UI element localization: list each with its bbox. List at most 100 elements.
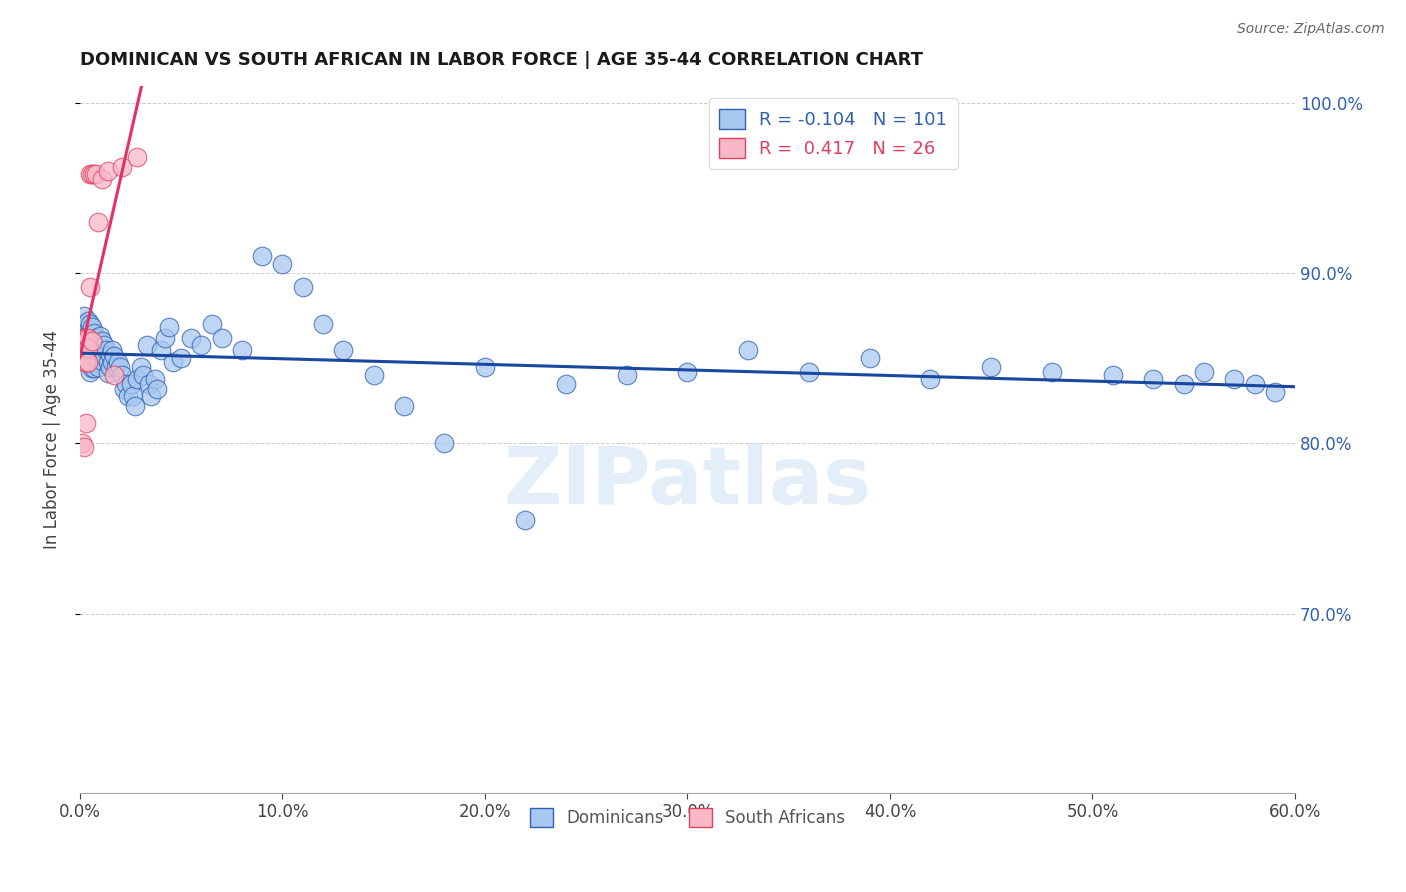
Point bbox=[73, 343, 96, 357]
Point bbox=[80, 320, 103, 334]
Point bbox=[115, 376, 138, 391]
Point bbox=[291, 279, 314, 293]
Point bbox=[97, 163, 120, 178]
Point bbox=[98, 359, 121, 374]
Point bbox=[107, 354, 129, 368]
Point bbox=[87, 348, 110, 362]
Point bbox=[91, 172, 114, 186]
Point bbox=[80, 348, 103, 362]
Point bbox=[231, 343, 253, 357]
Point bbox=[77, 313, 100, 327]
Point bbox=[121, 389, 143, 403]
Text: ZIPatlas: ZIPatlas bbox=[503, 442, 872, 521]
Point bbox=[79, 341, 101, 355]
Point bbox=[117, 389, 139, 403]
Point bbox=[91, 346, 114, 360]
Point bbox=[250, 249, 273, 263]
Point bbox=[190, 337, 212, 351]
Point bbox=[79, 317, 101, 331]
Point bbox=[87, 215, 110, 229]
Point bbox=[980, 359, 1002, 374]
Point bbox=[97, 354, 120, 368]
Point bbox=[77, 354, 100, 368]
Point bbox=[73, 351, 96, 366]
Point bbox=[75, 341, 97, 355]
Point bbox=[211, 331, 233, 345]
Point bbox=[105, 359, 128, 374]
Point bbox=[149, 343, 172, 357]
Point bbox=[84, 331, 107, 345]
Point bbox=[392, 399, 415, 413]
Point bbox=[111, 161, 134, 175]
Point bbox=[616, 368, 638, 383]
Point bbox=[77, 354, 100, 368]
Point bbox=[89, 329, 111, 343]
Point bbox=[112, 382, 135, 396]
Point bbox=[83, 337, 105, 351]
Point bbox=[1223, 371, 1246, 385]
Point bbox=[75, 354, 97, 368]
Point bbox=[271, 257, 294, 271]
Point bbox=[93, 337, 115, 351]
Point bbox=[131, 368, 153, 383]
Text: DOMINICAN VS SOUTH AFRICAN IN LABOR FORCE | AGE 35-44 CORRELATION CHART: DOMINICAN VS SOUTH AFRICAN IN LABOR FORC… bbox=[80, 51, 922, 69]
Point bbox=[162, 354, 184, 368]
Point bbox=[332, 343, 354, 357]
Point bbox=[153, 331, 176, 345]
Text: Source: ZipAtlas.com: Source: ZipAtlas.com bbox=[1237, 22, 1385, 37]
Point bbox=[75, 331, 97, 345]
Point bbox=[1243, 376, 1265, 391]
Point bbox=[129, 359, 152, 374]
Point bbox=[70, 320, 93, 334]
Point bbox=[79, 279, 101, 293]
Point bbox=[124, 399, 146, 413]
Point bbox=[75, 354, 97, 368]
Point bbox=[73, 337, 96, 351]
Legend: Dominicans, South Africans: Dominicans, South Africans bbox=[523, 802, 852, 834]
Point bbox=[920, 371, 942, 385]
Point bbox=[75, 416, 97, 430]
Point bbox=[1142, 371, 1164, 385]
Point bbox=[200, 317, 222, 331]
Point bbox=[138, 376, 160, 391]
Point bbox=[312, 317, 335, 331]
Point bbox=[75, 331, 97, 345]
Point bbox=[91, 334, 114, 348]
Point bbox=[83, 350, 105, 364]
Point bbox=[77, 341, 100, 355]
Point bbox=[676, 365, 699, 379]
Point bbox=[89, 341, 111, 355]
Point bbox=[103, 350, 125, 364]
Point bbox=[555, 376, 578, 391]
Point bbox=[79, 354, 101, 368]
Point bbox=[135, 337, 157, 351]
Point bbox=[73, 331, 96, 345]
Point bbox=[1040, 365, 1063, 379]
Point bbox=[80, 334, 103, 348]
Point bbox=[98, 348, 121, 362]
Point bbox=[143, 371, 166, 385]
Point bbox=[83, 167, 105, 181]
Point bbox=[101, 354, 124, 368]
Point bbox=[83, 361, 105, 376]
Point bbox=[79, 365, 101, 379]
Point bbox=[77, 327, 100, 342]
Point bbox=[737, 343, 759, 357]
Point bbox=[125, 371, 148, 385]
Point bbox=[103, 368, 125, 383]
Point bbox=[125, 150, 148, 164]
Point bbox=[87, 335, 110, 350]
Y-axis label: In Labor Force | Age 35-44: In Labor Force | Age 35-44 bbox=[44, 329, 60, 549]
Point bbox=[474, 359, 496, 374]
Point bbox=[80, 167, 103, 181]
Point bbox=[433, 436, 456, 450]
Point bbox=[120, 376, 142, 391]
Point bbox=[87, 359, 110, 374]
Point bbox=[139, 389, 162, 403]
Point bbox=[170, 351, 193, 366]
Point bbox=[70, 436, 93, 450]
Point bbox=[73, 440, 96, 454]
Point bbox=[1101, 368, 1123, 383]
Point bbox=[75, 343, 97, 357]
Point bbox=[515, 513, 537, 527]
